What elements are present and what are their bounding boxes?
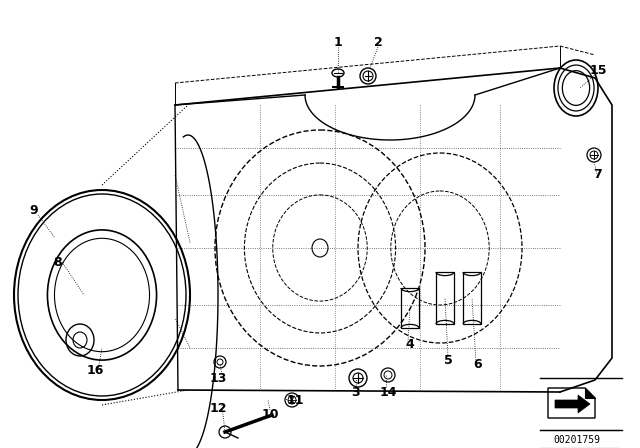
Text: 4: 4 [406, 339, 414, 352]
Text: 10: 10 [261, 409, 279, 422]
Text: 13: 13 [209, 371, 227, 384]
Text: 5: 5 [444, 353, 452, 366]
Text: 2: 2 [374, 35, 382, 48]
Text: 12: 12 [209, 401, 227, 414]
Text: 8: 8 [54, 255, 62, 268]
Text: 1: 1 [333, 35, 342, 48]
Text: 00201759: 00201759 [554, 435, 600, 445]
Text: 3: 3 [352, 385, 360, 399]
Bar [401, 288, 419, 328]
Bar [436, 272, 454, 324]
Text: 16: 16 [86, 363, 104, 376]
Polygon shape [555, 395, 590, 413]
Text: 11: 11 [286, 393, 304, 406]
Text: 7: 7 [594, 168, 602, 181]
Text: 9: 9 [29, 203, 38, 216]
Polygon shape [585, 388, 595, 398]
Bar [463, 272, 481, 324]
Text: 15: 15 [589, 64, 607, 77]
Text: 14: 14 [380, 385, 397, 399]
Polygon shape [548, 388, 595, 418]
Text: 6: 6 [474, 358, 483, 371]
